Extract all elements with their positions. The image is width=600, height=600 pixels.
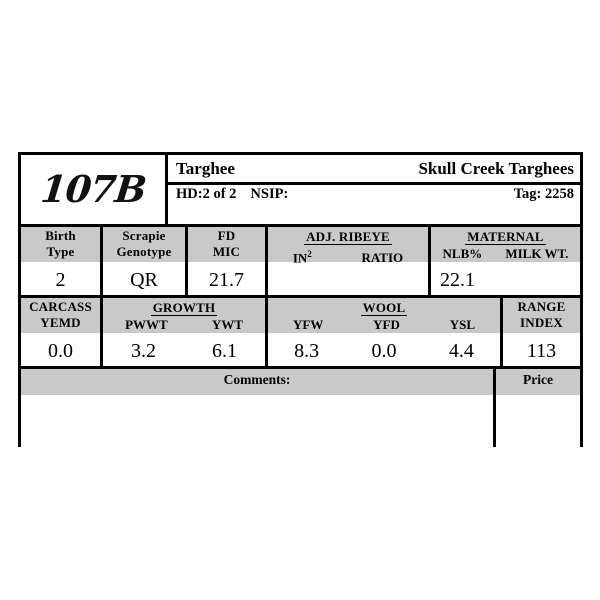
wool-subheaders: YFW YFD YSL — [268, 317, 500, 333]
fd-mic-header-line2: MIC — [212, 244, 241, 259]
maternal-sub-nlb: NLB% — [442, 246, 483, 261]
cell-growth: GROWTH PWWT YWT 3.2 6.1 — [103, 298, 268, 366]
wool-sub-ysl: YSL — [449, 317, 476, 332]
range-index-header: RANGE INDEX — [503, 298, 580, 333]
animal-id-text: 107B — [38, 167, 148, 211]
comments-header: Comments: — [21, 369, 493, 395]
flock-name-label: Skull Creek Targhees — [418, 159, 574, 178]
birth-type-value-wrap: 2 — [21, 262, 100, 295]
cell-fd-mic: FD MIC 21.7 — [188, 227, 268, 295]
wool-sub-yfw: YFW — [292, 317, 324, 332]
growth-header: GROWTH PWWT YWT — [103, 298, 265, 333]
cell-adj-ribeye: ADJ. RIBEYE IN2 RATIO — [268, 227, 431, 295]
growth-values: 3.2 6.1 — [103, 333, 265, 366]
breed-and-flock-line: Targhee Skull Creek Targhees — [168, 155, 580, 185]
breed-label: Targhee — [176, 159, 235, 178]
adj-ribeye-values — [268, 262, 428, 295]
scrapie-value: QR — [130, 269, 158, 291]
range-index-value-wrap: 113 — [503, 333, 580, 366]
hd-label: HD:2 of 2 — [176, 186, 237, 202]
carcass-header: CARCASS YEMD — [21, 298, 100, 333]
maternal-subheaders: NLB% MILK WT. — [431, 246, 580, 262]
birth-type-value: 2 — [55, 269, 66, 291]
adj-ribeye-header: ADJ. RIBEYE IN2 RATIO — [268, 227, 428, 265]
price-label: Price — [523, 372, 553, 387]
wool-yfd-value: 0.0 — [371, 340, 397, 362]
maternal-group-label: MATERNAL — [465, 229, 546, 245]
growth-pwwt-value: 3.2 — [131, 340, 156, 362]
adj-ribeye-subheaders: IN2 RATIO — [268, 246, 428, 266]
wool-group-label: WOOL — [360, 300, 408, 316]
fd-mic-header-line1: FD — [217, 228, 236, 243]
card-header: 107B Targhee Skull Creek Targhees HD:2 o… — [21, 155, 580, 224]
hd-nsip-tag-line: HD:2 of 2 NSIP: Tag: 2258 — [168, 185, 580, 224]
comments-price-row: Comments: Price — [21, 366, 580, 470]
growth-group-label: GROWTH — [150, 300, 218, 316]
range-index-header-line1: RANGE — [517, 299, 566, 314]
price-header: Price — [496, 369, 580, 395]
adj-ribeye-sub-ratio: RATIO — [361, 250, 404, 266]
maternal-sub-milkwt: MILK WT. — [505, 246, 569, 261]
wool-values: 8.3 0.0 4.4 — [268, 333, 500, 366]
price-body[interactable] — [496, 395, 580, 470]
cell-range-index: RANGE INDEX 113 — [503, 298, 580, 366]
birth-type-header: Birth Type — [21, 227, 100, 262]
data-row-1: Birth Type 2 Scrapie Genotype QR FD — [21, 224, 580, 295]
cell-comments: Comments: — [21, 369, 496, 470]
growth-sub-ywt: YWT — [211, 317, 243, 332]
cell-scrapie-genotype: Scrapie Genotype QR — [103, 227, 188, 295]
scrapie-header-line1: Scrapie — [122, 228, 166, 243]
cell-price: Price — [496, 369, 580, 470]
wool-ysl-value: 4.4 — [448, 340, 474, 362]
fd-mic-value-wrap: 21.7 — [188, 262, 265, 295]
cell-birth-type: Birth Type 2 — [21, 227, 103, 295]
growth-sub-pwwt: PWWT — [125, 317, 168, 332]
livestock-data-card: 107B Targhee Skull Creek Targhees HD:2 o… — [18, 152, 583, 470]
birth-type-header-line2: Type — [46, 244, 75, 259]
cell-carcass-yemd: CARCASS YEMD 0.0 — [21, 298, 103, 366]
fd-mic-value: 21.7 — [209, 269, 244, 291]
cell-wool: WOOL YFW YFD YSL 8.3 0.0 4.4 — [268, 298, 503, 366]
birth-type-header-line1: Birth — [45, 228, 76, 243]
comments-label: Comments: — [223, 372, 291, 387]
range-index-header-line2: INDEX — [520, 315, 563, 330]
data-row-2: CARCASS YEMD 0.0 GROWTH PWWT YWT 3.2 — [21, 295, 580, 366]
maternal-header: MATERNAL NLB% MILK WT. — [431, 227, 580, 262]
fd-mic-header: FD MIC — [188, 227, 265, 262]
comments-body[interactable] — [21, 395, 493, 470]
wool-header: WOOL YFW YFD YSL — [268, 298, 500, 333]
range-index-value: 113 — [526, 340, 557, 362]
growth-subheaders: PWWT YWT — [103, 317, 265, 333]
hd-nsip-group: HD:2 of 2 NSIP: — [176, 186, 302, 203]
nsip-label: NSIP: — [250, 186, 289, 202]
animal-id-cell: 107B — [21, 155, 168, 224]
adj-ribeye-sub-in2: IN2 — [292, 249, 312, 266]
header-right-section: Targhee Skull Creek Targhees HD:2 of 2 N… — [168, 155, 580, 224]
adj-ribeye-group-label: ADJ. RIBEYE — [304, 229, 392, 245]
scrapie-header-line2: Genotype — [116, 244, 172, 259]
maternal-nlb-value: 22.1 — [440, 269, 475, 291]
tag-label: Tag: 2258 — [513, 186, 574, 202]
carcass-header-line1: CARCASS — [29, 299, 92, 314]
cell-maternal: MATERNAL NLB% MILK WT. 22.1 — [431, 227, 580, 295]
growth-ywt-value: 6.1 — [212, 340, 237, 362]
wool-sub-yfd: YFD — [373, 317, 400, 332]
carcass-value-wrap: 0.0 — [21, 333, 100, 366]
maternal-values: 22.1 — [431, 262, 580, 295]
scrapie-value-wrap: QR — [103, 262, 185, 295]
carcass-header-line2: YEMD — [40, 315, 81, 330]
carcass-yemd-value: 0.0 — [48, 340, 73, 362]
wool-yfw-value: 8.3 — [294, 340, 320, 362]
scrapie-header: Scrapie Genotype — [103, 227, 185, 262]
